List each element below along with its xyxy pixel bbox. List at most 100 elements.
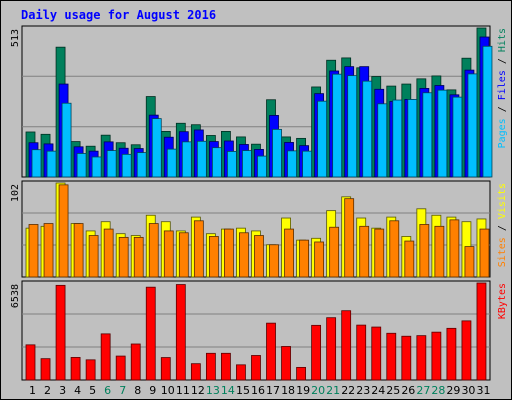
x-tick-label-30: 30 xyxy=(461,384,475,397)
bar-sites-24 xyxy=(374,228,385,278)
x-tick-label-29: 29 xyxy=(446,384,460,397)
bar-pages-1 xyxy=(31,149,42,178)
x-tick-label-16: 16 xyxy=(251,384,265,397)
bar-kbytes-3 xyxy=(55,284,66,381)
bar-kbytes-8 xyxy=(130,343,141,381)
bar-sites-26 xyxy=(404,240,415,278)
bar-pages-11 xyxy=(181,141,192,178)
bar-pages-9 xyxy=(151,118,162,178)
bar-sites-9 xyxy=(148,223,159,278)
bar-pages-13 xyxy=(211,147,222,178)
chart-title: Daily usage for August 2016 xyxy=(21,8,216,22)
bar-sites-6 xyxy=(103,228,114,278)
bar-pages-18 xyxy=(287,150,297,178)
bar-pages-12 xyxy=(196,140,207,178)
bar-kbytes-27 xyxy=(416,335,427,381)
bar-sites-21 xyxy=(329,226,340,278)
bar-pages-16 xyxy=(257,155,267,178)
x-tick-label-20: 20 xyxy=(311,384,325,397)
panel-2-max-label: 102 xyxy=(10,184,21,202)
bar-pages-30 xyxy=(467,73,478,178)
panel-2-legend: Sites / Visits xyxy=(497,183,508,267)
panel-3-max-label: 6538 xyxy=(10,284,21,308)
bar-pages-28 xyxy=(437,89,448,178)
x-tick-label-28: 28 xyxy=(431,384,445,397)
bar-kbytes-5 xyxy=(85,359,96,381)
bar-kbytes-10 xyxy=(160,357,171,381)
bar-kbytes-12 xyxy=(190,363,201,381)
panel-3-legend: KBytes xyxy=(497,283,508,319)
x-tick-label-27: 27 xyxy=(416,384,430,397)
bar-pages-8 xyxy=(136,152,147,178)
bar-kbytes-2 xyxy=(40,358,51,381)
x-tick-label-3: 3 xyxy=(59,384,66,397)
x-tick-label-31: 31 xyxy=(476,384,490,397)
bar-sites-30 xyxy=(464,246,475,278)
bar-pages-10 xyxy=(166,148,177,178)
legend-entry: / xyxy=(497,52,508,70)
x-tick-label-8: 8 xyxy=(134,384,141,397)
bar-sites-27 xyxy=(419,224,430,278)
bar-sites-8 xyxy=(133,236,144,278)
x-tick-label-7: 7 xyxy=(119,384,126,397)
bar-kbytes-14 xyxy=(221,352,231,381)
bar-sites-11 xyxy=(178,232,189,278)
legend-entry: Files xyxy=(497,70,508,100)
x-tick-label-11: 11 xyxy=(176,384,190,397)
x-tick-label-17: 17 xyxy=(266,384,280,397)
x-tick-label-21: 21 xyxy=(326,384,340,397)
bar-kbytes-26 xyxy=(401,335,412,381)
bar-pages-24 xyxy=(377,103,388,178)
bar-pages-26 xyxy=(407,99,418,178)
bar-sites-15 xyxy=(239,232,249,278)
bar-sites-10 xyxy=(163,230,174,278)
bar-pages-25 xyxy=(392,99,403,178)
bar-pages-3 xyxy=(61,102,72,178)
legend-entry: Sites xyxy=(497,237,508,267)
bar-kbytes-15 xyxy=(236,364,246,381)
legend-entry: Pages xyxy=(497,118,508,148)
bar-sites-16 xyxy=(254,235,264,278)
legend-entry: Visits xyxy=(497,183,508,219)
bar-kbytes-29 xyxy=(446,327,457,381)
bar-kbytes-21 xyxy=(326,317,337,381)
bar-sites-1 xyxy=(28,224,39,278)
x-tick-label-24: 24 xyxy=(371,384,385,397)
bar-kbytes-19 xyxy=(296,366,306,381)
x-tick-label-19: 19 xyxy=(296,384,310,397)
bar-kbytes-25 xyxy=(386,332,397,381)
x-tick-label-9: 9 xyxy=(149,384,156,397)
bar-sites-4 xyxy=(73,223,84,278)
bar-pages-21 xyxy=(332,73,343,178)
bar-pages-5 xyxy=(91,156,102,178)
bar-sites-18 xyxy=(284,228,294,278)
bar-pages-19 xyxy=(302,150,312,178)
x-tick-label-4: 4 xyxy=(74,384,81,397)
bar-kbytes-7 xyxy=(115,355,126,381)
bar-kbytes-18 xyxy=(281,346,291,381)
bar-sites-23 xyxy=(359,225,370,278)
bar-kbytes-23 xyxy=(356,324,367,381)
x-tick-label-2: 2 xyxy=(44,384,51,397)
bar-pages-15 xyxy=(242,150,252,178)
bar-sites-28 xyxy=(434,225,445,278)
bar-kbytes-24 xyxy=(371,326,382,381)
x-tick-label-26: 26 xyxy=(401,384,415,397)
legend-entry: KBytes xyxy=(497,283,508,319)
bar-kbytes-22 xyxy=(341,310,352,381)
bar-sites-13 xyxy=(208,236,219,278)
bar-sites-5 xyxy=(88,235,99,278)
bar-pages-23 xyxy=(362,80,373,178)
x-tick-label-18: 18 xyxy=(281,384,295,397)
bar-kbytes-16 xyxy=(251,355,261,381)
x-tick-label-13: 13 xyxy=(206,384,220,397)
bar-sites-22 xyxy=(344,198,355,278)
bar-pages-4 xyxy=(76,153,87,178)
x-tick-label-15: 15 xyxy=(236,384,250,397)
bar-pages-14 xyxy=(227,151,237,178)
bar-pages-17 xyxy=(272,128,282,178)
x-tick-label-12: 12 xyxy=(191,384,205,397)
bar-kbytes-30 xyxy=(461,320,472,381)
bar-pages-6 xyxy=(106,150,117,178)
